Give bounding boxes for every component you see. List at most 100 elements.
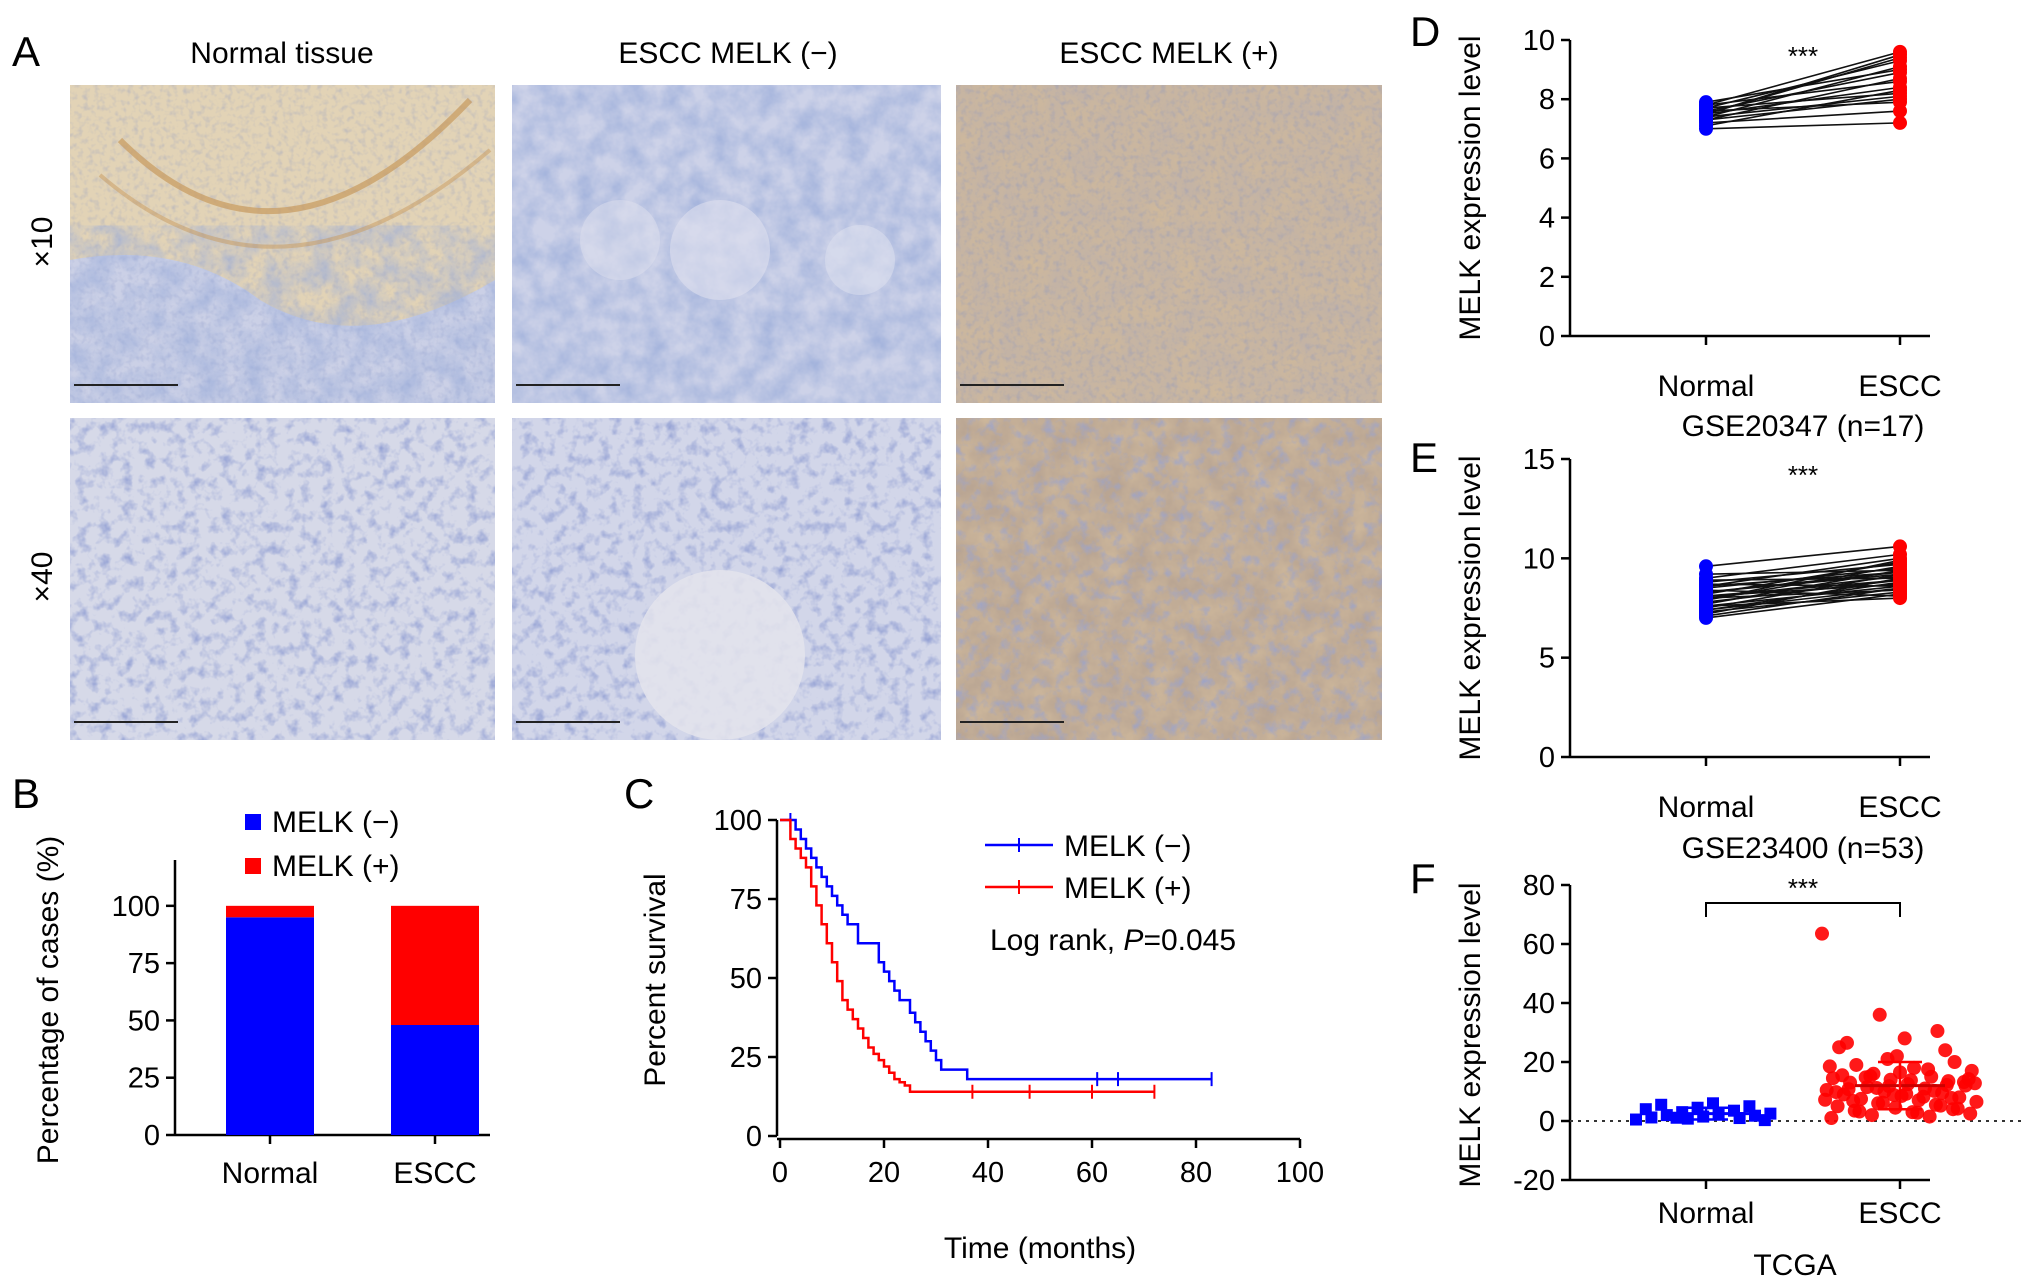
pair-line bbox=[1705, 579, 1901, 597]
pair-line bbox=[1705, 579, 1901, 603]
point-escc bbox=[1922, 1109, 1937, 1124]
chart-d-paired: 0 2 4 6 8 10 Normal ESCC GSE20347 (n=17) MELK exp… bbox=[1454, 25, 1942, 443]
point-normal bbox=[1699, 109, 1713, 124]
micrograph-melk-neg-x10 bbox=[512, 85, 941, 403]
y-tick-label: 10 bbox=[1523, 25, 1555, 57]
pair-line bbox=[1705, 95, 1901, 118]
x-tick-label: 100 bbox=[1276, 1157, 1324, 1189]
bar-melk-pos-escc bbox=[391, 905, 479, 1025]
significance-stars: *** bbox=[1788, 460, 1818, 490]
x-tick-label: ESCC bbox=[1858, 791, 1941, 824]
point-escc bbox=[1897, 1031, 1912, 1046]
significance-stars: *** bbox=[1788, 41, 1818, 71]
x-axis-title: GSE23400 (n=53) bbox=[1682, 832, 1925, 865]
pair-line bbox=[1705, 80, 1901, 106]
point-normal bbox=[1758, 1114, 1771, 1127]
point-escc bbox=[1869, 1080, 1884, 1095]
pair-line bbox=[1705, 597, 1901, 607]
y-tick-label: 0 bbox=[746, 1121, 762, 1153]
point-escc bbox=[1893, 50, 1907, 65]
legend-label: MELK (−) bbox=[272, 806, 400, 839]
x-tick-label: 20 bbox=[868, 1157, 900, 1189]
point-escc bbox=[1947, 1055, 1962, 1069]
y-tick-label: 80 bbox=[1523, 870, 1555, 902]
point-escc bbox=[1921, 1062, 1936, 1077]
x-tick-label: ESCC bbox=[1858, 370, 1941, 403]
panel-letter-a: A bbox=[12, 28, 40, 75]
legend-label: MELK (+) bbox=[1064, 872, 1192, 905]
y-tick-label: 0 bbox=[144, 1120, 160, 1152]
y-tick-label: 20 bbox=[1523, 1047, 1555, 1079]
significance-stars: *** bbox=[1788, 873, 1818, 903]
pair-line bbox=[1705, 571, 1901, 587]
chart-f-scatter: -20 0 20 40 60 80 Normal ESCC TCGA MELK expressio… bbox=[1454, 870, 2022, 1282]
micrograph-normal-x10 bbox=[70, 85, 495, 403]
point-escc bbox=[1872, 1007, 1887, 1022]
legend-swatch bbox=[245, 858, 261, 874]
x-axis-title: GSE20347 (n=17) bbox=[1682, 410, 1925, 443]
x-tick-label: 0 bbox=[772, 1157, 788, 1189]
pair-line bbox=[1705, 92, 1901, 109]
point-escc bbox=[1910, 1105, 1925, 1120]
point-escc bbox=[1893, 115, 1907, 130]
log-rank-annotation: Log rank, P=0.045 bbox=[990, 924, 1236, 957]
point-escc bbox=[1893, 62, 1907, 77]
y-axis-title: Percentage of cases (%) bbox=[32, 836, 65, 1165]
y-axis-title: MELK expression level bbox=[1454, 882, 1487, 1187]
point-escc bbox=[1963, 1106, 1978, 1121]
pair-line bbox=[1705, 585, 1901, 607]
point-escc bbox=[1849, 1057, 1864, 1072]
y-tick-label: 50 bbox=[128, 1005, 160, 1037]
point-escc bbox=[1893, 89, 1907, 104]
chart-c-survival: 0 25 50 75 100 0 20 40 60 80 100 Time (months) Perce… bbox=[639, 805, 1324, 1265]
survival-curve-melk-neg bbox=[780, 818, 1212, 1081]
x-tick-label: ESCC bbox=[1858, 1197, 1941, 1230]
point-escc bbox=[1933, 1098, 1948, 1113]
point-escc bbox=[1875, 1095, 1890, 1110]
point-escc bbox=[1893, 539, 1907, 554]
survival-curve-melk-pos bbox=[780, 818, 1155, 1094]
point-escc bbox=[1944, 1090, 1959, 1105]
point-escc bbox=[1815, 926, 1829, 941]
point-escc bbox=[1969, 1094, 1984, 1109]
micrograph-normal-x40 bbox=[70, 418, 495, 740]
point-escc bbox=[1839, 1035, 1854, 1050]
ihc-image-grid: Normal tissue ESCC MELK (−) ESCC MELK (+… bbox=[26, 37, 1382, 740]
point-escc bbox=[1938, 1043, 1953, 1058]
point-escc bbox=[1927, 1083, 1942, 1098]
point-escc bbox=[1829, 1085, 1844, 1100]
point-normal bbox=[1749, 1109, 1761, 1122]
x-tick-label: 80 bbox=[1180, 1157, 1212, 1189]
point-escc bbox=[1852, 1104, 1867, 1119]
micrograph-melk-pos-x10 bbox=[956, 85, 1382, 403]
y-tick-label: 75 bbox=[730, 884, 762, 916]
point-escc bbox=[1864, 1108, 1879, 1123]
point-escc bbox=[1893, 565, 1907, 580]
bar-melk-pos-normal bbox=[226, 905, 314, 918]
legend-swatch bbox=[245, 814, 261, 830]
y-tick-label: 25 bbox=[128, 1063, 160, 1095]
pair-line bbox=[1705, 587, 1901, 611]
y-tick-label: 60 bbox=[1523, 929, 1555, 961]
y-tick-label: 0 bbox=[1539, 321, 1555, 353]
y-tick-label: 25 bbox=[730, 1042, 762, 1074]
y-tick-label: 0 bbox=[1539, 1106, 1555, 1138]
panel-letter-c: C bbox=[624, 770, 654, 817]
point-normal bbox=[1707, 1097, 1719, 1110]
point-normal bbox=[1743, 1100, 1756, 1113]
point-escc bbox=[1822, 1059, 1837, 1074]
column-title-normal: Normal tissue bbox=[190, 37, 373, 70]
y-tick-label: 100 bbox=[112, 891, 160, 923]
point-normal bbox=[1699, 602, 1713, 617]
pair-line bbox=[1705, 593, 1901, 619]
point-escc bbox=[1899, 1086, 1914, 1101]
y-tick-label: 8 bbox=[1539, 84, 1555, 116]
point-escc bbox=[1907, 1060, 1922, 1075]
micrograph-melk-pos-x40 bbox=[956, 418, 1382, 740]
y-tick-label: 15 bbox=[1523, 444, 1555, 476]
x-tick-label: 60 bbox=[1076, 1157, 1108, 1189]
x-tick-label: 40 bbox=[972, 1157, 1004, 1189]
point-escc bbox=[1916, 1089, 1931, 1104]
y-tick-label: 100 bbox=[714, 805, 762, 837]
point-escc bbox=[1863, 1069, 1878, 1084]
